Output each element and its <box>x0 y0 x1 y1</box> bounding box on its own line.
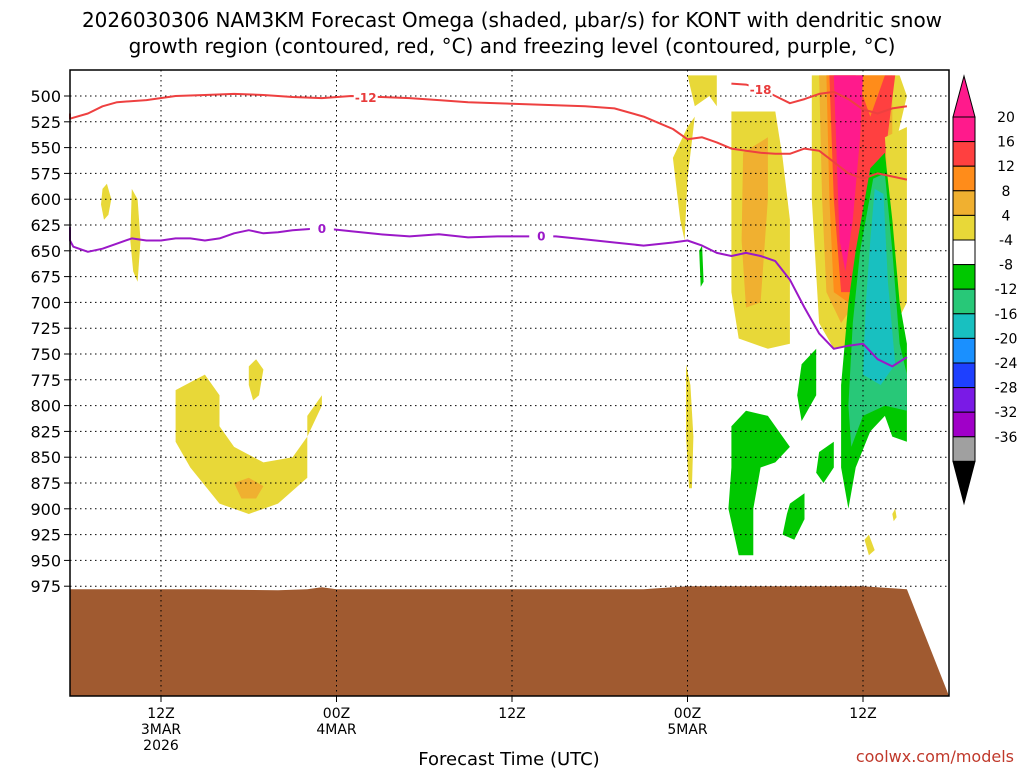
omega-pos-4-mid-upper <box>672 116 695 241</box>
colorbar-segment <box>952 116 976 143</box>
colorbar-segment <box>952 313 976 339</box>
x-tick-label: 00Z <box>674 706 701 722</box>
contour-label-minus12: -12 <box>355 91 377 105</box>
plot-area: -12 -18 0 0 <box>69 69 950 697</box>
omega-pos-4-top-center <box>687 75 717 107</box>
colorbar-label: -16 <box>995 307 1018 323</box>
omega-pos-8-tall-06z-core <box>741 137 768 308</box>
y-tick-label: 725 <box>30 319 61 338</box>
colorbar-top-triangle <box>952 74 976 118</box>
y-tick-label: 675 <box>30 268 61 287</box>
y-tick-label: 500 <box>30 87 61 106</box>
colorbar-segment <box>952 387 976 413</box>
contour-label-zero-a-bg <box>309 221 334 236</box>
contour-label-minus18-bg <box>748 81 773 96</box>
y-tick-label: 950 <box>30 551 61 570</box>
colorbar: 20 16 12 8 4 -4 -8 -12 -16 -20 -24 -28 -32 -36 <box>952 74 1018 506</box>
colorbar-segment <box>952 411 976 438</box>
y-tick-label: 850 <box>30 448 61 467</box>
omega-neg-4-11z <box>816 441 834 483</box>
colorbar-label: -12 <box>995 282 1018 298</box>
omega-neg-12-right <box>863 188 896 385</box>
x-tick-label: 12Z <box>849 706 876 722</box>
contour-minus12 <box>69 92 908 181</box>
colorbar-label: -24 <box>995 356 1018 372</box>
y-tick-label: 525 <box>30 113 61 132</box>
contour-label-minus12-bg <box>353 90 378 105</box>
y-tick-label: 625 <box>30 216 61 235</box>
colorbar-segment <box>952 239 976 266</box>
y-tick-label: 750 <box>30 345 61 364</box>
colorbar-segment <box>952 288 976 315</box>
contour-label-zero-b: 0 <box>537 229 545 243</box>
x-tick-label: 3MAR <box>141 722 182 738</box>
colorbar-segment <box>952 337 976 364</box>
colorbar-label: -36 <box>995 430 1018 446</box>
omega-neg-4-10z <box>782 493 805 540</box>
credit-text: coolwx.com/models <box>856 747 1014 766</box>
omega-neg-4-09z <box>797 348 817 422</box>
colorbar-segment <box>952 362 976 389</box>
colorbar-label: 12 <box>997 159 1015 175</box>
x-tick-label: 4MAR <box>316 722 357 738</box>
colorbar-label: 4 <box>1002 208 1011 224</box>
x-tick-label: 00Z <box>323 706 350 722</box>
x-axis-title: Forecast Time (UTC) <box>418 749 599 768</box>
omega-pos-4-left-blob <box>175 374 322 514</box>
x-tick-label: 12Z <box>147 706 174 722</box>
y-tick-label: 975 <box>30 577 61 596</box>
y-tick-label: 775 <box>30 371 61 390</box>
colorbar-label: -4 <box>999 233 1013 249</box>
colorbar-segment <box>952 141 976 167</box>
colorbar-label: -20 <box>995 331 1018 347</box>
y-axis: 500 525 550 575 600 625 650 675 700 725 750 775 800 8… <box>30 87 70 596</box>
x-tick-label: 2026 <box>143 738 179 754</box>
colorbar-segment <box>952 436 976 462</box>
colorbar-label: 16 <box>997 135 1015 151</box>
contours: -12 -18 0 0 <box>69 81 908 368</box>
colorbar-bottom-triangle <box>952 460 976 506</box>
y-tick-label: 550 <box>30 139 61 158</box>
y-tick-label: 900 <box>30 500 61 519</box>
contour-label-zero-b-bg <box>529 228 554 243</box>
y-tick-label: 925 <box>30 526 61 545</box>
colorbar-segment <box>952 165 976 192</box>
contour-label-zero-a: 0 <box>318 222 326 236</box>
y-tick-label: 825 <box>30 422 61 441</box>
colorbar-segment <box>952 190 976 216</box>
omega-pos-4-left-thin <box>130 188 141 282</box>
colorbar-segment <box>952 214 976 241</box>
omega-pos-4-small-2 <box>892 508 897 522</box>
plot-frame <box>69 69 950 697</box>
terrain <box>70 586 949 696</box>
colorbar-label: 20 <box>997 110 1015 126</box>
y-tick-label: 575 <box>30 164 61 183</box>
x-tick-label: 5MAR <box>667 722 708 738</box>
chart-title-line2: growth region (contoured, red, °C) and f… <box>129 34 896 58</box>
colorbar-segment <box>952 264 976 290</box>
y-tick-label: 800 <box>30 397 61 416</box>
colorbar-label: -28 <box>995 381 1018 397</box>
omega-neg-4-06z <box>728 410 790 556</box>
contour-zero <box>69 227 908 368</box>
colorbar-label: -32 <box>995 405 1018 421</box>
omega-pos-4-left-upper <box>101 183 112 220</box>
x-tick-label: 12Z <box>498 706 525 722</box>
y-tick-label: 875 <box>30 474 61 493</box>
omega-pos-4-small-1 <box>864 534 875 556</box>
contour-label-minus18: -18 <box>750 83 772 97</box>
y-tick-label: 650 <box>30 242 61 261</box>
y-tick-label: 700 <box>30 293 61 312</box>
y-tick-label: 600 <box>30 190 61 209</box>
colorbar-label: 8 <box>1002 184 1011 200</box>
chart-title-line1: 2026030306 NAM3KM Forecast Omega (shaded… <box>82 8 942 32</box>
ground-terrain <box>70 586 949 696</box>
colorbar-label: -8 <box>999 258 1013 274</box>
